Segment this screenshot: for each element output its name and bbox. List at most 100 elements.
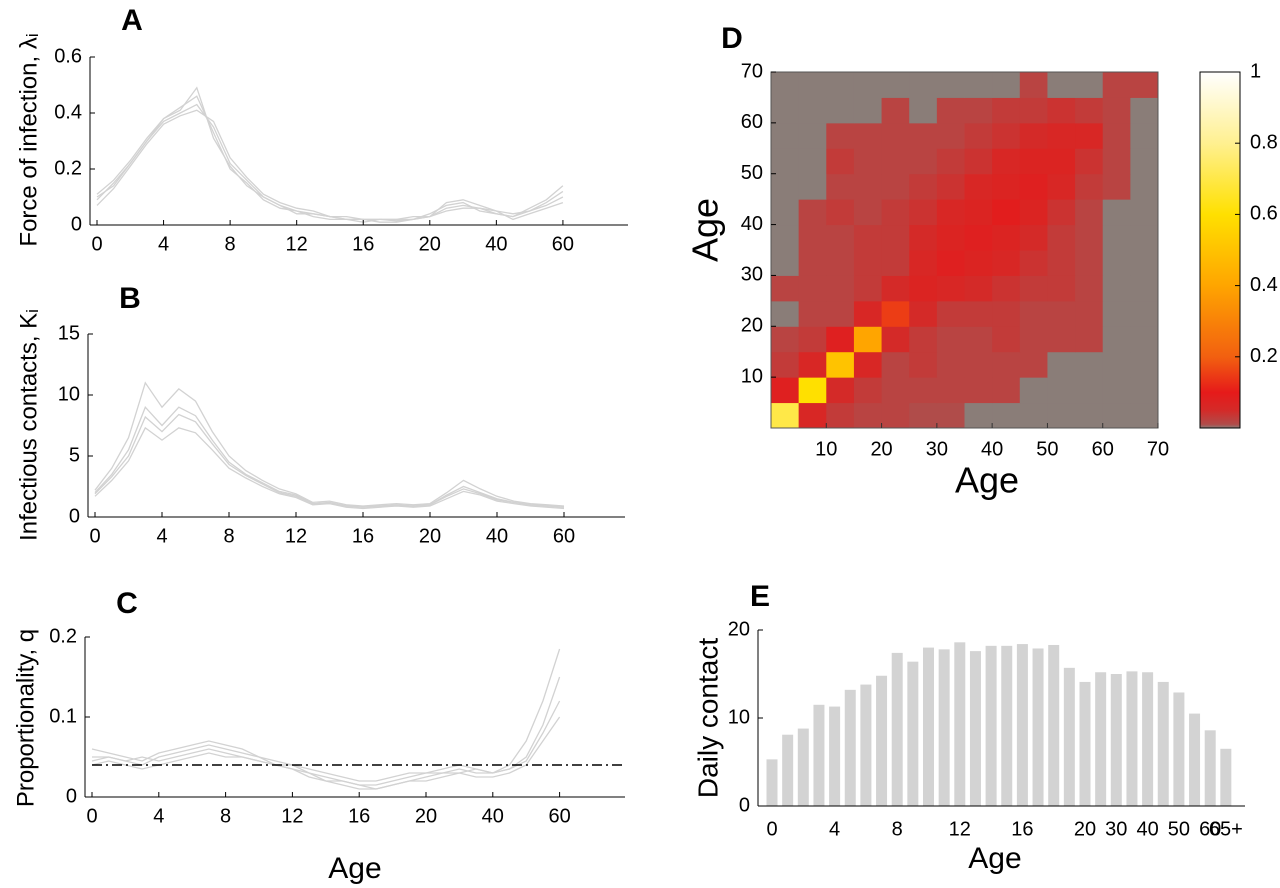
heat-cell bbox=[992, 351, 1021, 378]
heat-cell bbox=[853, 300, 883, 327]
y-tick-label: 10 bbox=[58, 383, 80, 405]
x-tick-label: 65+ bbox=[1209, 818, 1243, 840]
heat-cell bbox=[992, 173, 1021, 200]
x-axis-label: Age bbox=[968, 842, 1021, 875]
heat-cell bbox=[1019, 97, 1048, 124]
bar bbox=[1032, 648, 1044, 806]
heat-cell bbox=[881, 97, 910, 124]
x-tick-label: 0 bbox=[86, 805, 97, 827]
heat-cell bbox=[881, 250, 910, 276]
data-line bbox=[91, 716, 561, 790]
heat-cell bbox=[826, 97, 855, 124]
heat-cell bbox=[1019, 199, 1048, 226]
heat-cell bbox=[964, 72, 993, 98]
heat-cell bbox=[1130, 300, 1159, 327]
heat-cell bbox=[1102, 300, 1131, 327]
heat-cell bbox=[964, 173, 993, 200]
bar bbox=[1095, 672, 1107, 806]
x-tick-label: 0 bbox=[91, 233, 102, 255]
heat-cell bbox=[1075, 402, 1104, 429]
bar bbox=[876, 675, 888, 806]
heat-cell bbox=[826, 250, 855, 276]
x-tick-label: 60 bbox=[552, 233, 574, 255]
data-line bbox=[94, 413, 565, 508]
x-tick-label: 8 bbox=[223, 525, 234, 547]
x-tick-label: 30 bbox=[1105, 818, 1127, 840]
heat-cell bbox=[992, 377, 1021, 404]
bar bbox=[797, 728, 809, 806]
heat-cell bbox=[909, 224, 938, 251]
heat-cell bbox=[798, 351, 827, 378]
heat-cell bbox=[1130, 199, 1159, 226]
heat-cell bbox=[909, 250, 938, 276]
heat-cell bbox=[1102, 250, 1131, 276]
heat-cell bbox=[771, 275, 800, 302]
heat-cell bbox=[771, 402, 800, 429]
y-tick-label: 10 bbox=[741, 365, 763, 387]
plot-frame bbox=[770, 71, 1159, 429]
x-axis-label: Age bbox=[328, 852, 381, 885]
heat-cell bbox=[909, 275, 938, 302]
heat-cell bbox=[881, 199, 910, 226]
heat-cell bbox=[881, 377, 910, 404]
bar bbox=[907, 661, 919, 806]
heat-cell bbox=[1047, 72, 1076, 98]
x-tick-label: 60 bbox=[553, 525, 575, 547]
heat-cell bbox=[771, 199, 800, 226]
panel-letter: A bbox=[121, 4, 143, 37]
y-tick-label: 15 bbox=[58, 322, 80, 344]
heat-cell bbox=[1019, 326, 1048, 353]
heat-cell bbox=[909, 97, 938, 124]
heat-cell bbox=[853, 122, 883, 149]
heat-cell bbox=[1130, 148, 1159, 175]
heat-cell bbox=[798, 300, 827, 327]
heat-cell bbox=[936, 250, 965, 276]
heat-cell bbox=[992, 97, 1021, 124]
panel-letter: C bbox=[116, 587, 138, 620]
heat-cell bbox=[1019, 377, 1048, 404]
y-tick-label: 0.6 bbox=[54, 45, 82, 67]
bar bbox=[891, 652, 903, 806]
heat-cell bbox=[936, 148, 965, 175]
heat-cell bbox=[881, 224, 910, 251]
x-tick-label: 4 bbox=[156, 525, 167, 547]
heat-cell bbox=[964, 326, 993, 353]
heat-cell bbox=[1075, 377, 1104, 404]
heat-cell bbox=[936, 224, 965, 251]
heat-cell bbox=[936, 326, 965, 353]
heat-cell bbox=[798, 97, 827, 124]
x-tick-label: 40 bbox=[981, 438, 1003, 460]
data-line bbox=[96, 109, 564, 223]
bar bbox=[1079, 681, 1091, 806]
x-tick-label: 0 bbox=[766, 818, 777, 840]
heat-cell bbox=[771, 173, 800, 200]
panel-letter: B bbox=[119, 282, 141, 315]
heat-cell bbox=[826, 224, 855, 251]
heat-cell bbox=[1102, 377, 1131, 404]
heat-cell bbox=[798, 326, 827, 353]
heat-cell bbox=[909, 300, 938, 327]
heat-cell bbox=[1130, 402, 1159, 429]
heat-cell bbox=[1047, 377, 1076, 404]
heat-cell bbox=[826, 148, 855, 175]
x-tick-label: 70 bbox=[1147, 438, 1169, 460]
heat-cell bbox=[881, 326, 910, 353]
bar bbox=[1189, 713, 1201, 806]
heat-cell bbox=[1130, 326, 1159, 353]
heat-cell bbox=[1047, 351, 1076, 378]
heat-cell bbox=[909, 326, 938, 353]
heat-cell bbox=[1130, 97, 1159, 124]
heat-cell bbox=[964, 351, 993, 378]
heat-cell bbox=[1019, 72, 1048, 98]
heat-cell bbox=[826, 326, 855, 353]
x-tick-label: 50 bbox=[1168, 818, 1190, 840]
x-tick-label: 8 bbox=[220, 805, 231, 827]
bar bbox=[860, 684, 872, 806]
bar bbox=[782, 734, 794, 806]
heat-cell bbox=[1075, 173, 1104, 200]
data-line bbox=[91, 700, 561, 782]
heat-cell bbox=[1047, 326, 1076, 353]
heat-cell bbox=[1130, 122, 1159, 149]
y-tick-label: 40 bbox=[741, 213, 763, 235]
